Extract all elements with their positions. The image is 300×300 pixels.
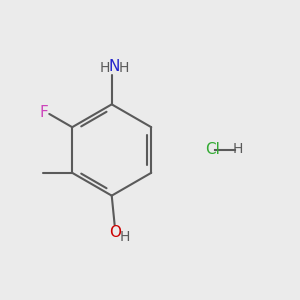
Text: O: O bbox=[109, 225, 121, 240]
Text: H: H bbox=[119, 61, 129, 75]
Text: H: H bbox=[120, 230, 130, 244]
Text: H: H bbox=[232, 142, 243, 156]
Text: N: N bbox=[108, 58, 120, 74]
Text: H: H bbox=[99, 61, 110, 75]
Text: Cl: Cl bbox=[205, 142, 220, 157]
Text: F: F bbox=[40, 105, 48, 120]
